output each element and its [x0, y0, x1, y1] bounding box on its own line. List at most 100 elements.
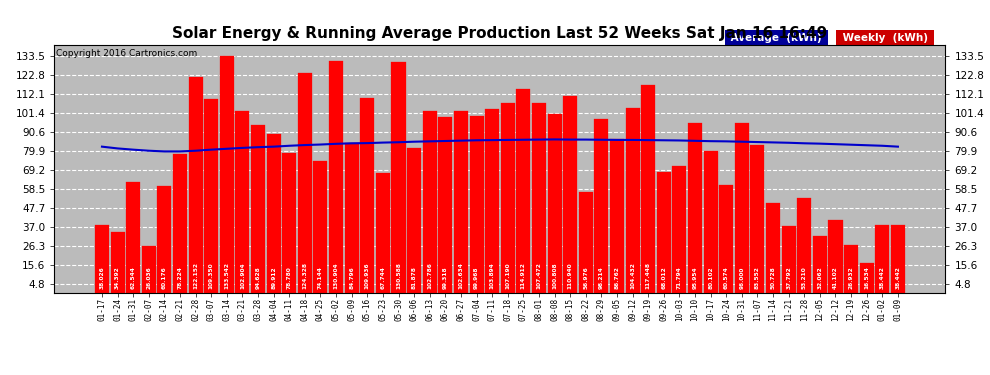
- Bar: [251, 125, 265, 292]
- Bar: [485, 109, 499, 292]
- Bar: [298, 73, 312, 292]
- Text: 110.940: 110.940: [567, 262, 572, 289]
- Text: 50.728: 50.728: [770, 266, 775, 289]
- Bar: [157, 186, 171, 292]
- Bar: [859, 263, 874, 292]
- Bar: [329, 61, 344, 292]
- Text: 94.628: 94.628: [255, 266, 260, 289]
- Text: 71.794: 71.794: [677, 266, 682, 289]
- Text: 117.448: 117.448: [645, 262, 650, 289]
- Bar: [423, 111, 437, 292]
- Bar: [656, 172, 671, 292]
- Text: 103.894: 103.894: [490, 262, 495, 289]
- Text: 133.542: 133.542: [225, 262, 230, 289]
- Text: 102.904: 102.904: [240, 262, 245, 289]
- Bar: [579, 192, 593, 292]
- Bar: [782, 226, 796, 292]
- Bar: [610, 139, 624, 292]
- Text: 37.792: 37.792: [786, 266, 791, 289]
- Text: 16.534: 16.534: [864, 266, 869, 289]
- Bar: [266, 134, 281, 292]
- Bar: [126, 182, 141, 292]
- Text: 67.744: 67.744: [380, 266, 385, 289]
- Bar: [220, 56, 234, 292]
- Bar: [829, 220, 842, 292]
- Text: 96.000: 96.000: [740, 267, 744, 289]
- Text: 107.190: 107.190: [505, 262, 510, 289]
- Text: 114.912: 114.912: [521, 262, 526, 289]
- Bar: [111, 232, 125, 292]
- Bar: [891, 225, 905, 292]
- Text: 34.392: 34.392: [115, 266, 120, 289]
- Text: 60.176: 60.176: [162, 266, 167, 289]
- Bar: [766, 203, 780, 292]
- Bar: [95, 225, 109, 292]
- Text: 38.442: 38.442: [895, 266, 901, 289]
- Bar: [547, 114, 561, 292]
- Text: 56.976: 56.976: [583, 266, 588, 289]
- Bar: [844, 245, 858, 292]
- Text: 109.350: 109.350: [209, 262, 214, 289]
- Text: 104.432: 104.432: [630, 262, 636, 289]
- Bar: [594, 119, 609, 292]
- Text: 78.224: 78.224: [177, 266, 182, 289]
- Bar: [532, 102, 546, 292]
- Text: Weekly  (kWh): Weekly (kWh): [839, 33, 932, 42]
- Bar: [642, 85, 655, 292]
- Text: 130.588: 130.588: [396, 262, 401, 289]
- Bar: [813, 236, 827, 292]
- Bar: [173, 154, 187, 292]
- Text: 38.026: 38.026: [99, 266, 105, 289]
- Text: Average  (kWh): Average (kWh): [727, 33, 826, 42]
- Bar: [735, 123, 748, 292]
- Text: 86.762: 86.762: [615, 266, 620, 289]
- Text: 78.780: 78.780: [287, 266, 292, 289]
- Bar: [314, 161, 328, 292]
- Text: 89.912: 89.912: [271, 266, 276, 289]
- Text: 81.878: 81.878: [412, 266, 417, 289]
- Bar: [797, 198, 812, 292]
- Bar: [188, 76, 203, 292]
- Text: 102.634: 102.634: [458, 262, 463, 289]
- Bar: [563, 96, 577, 292]
- Text: 84.796: 84.796: [349, 266, 354, 289]
- Bar: [672, 166, 686, 292]
- Text: 98.214: 98.214: [599, 266, 604, 289]
- Text: 53.210: 53.210: [802, 266, 807, 289]
- Text: 26.932: 26.932: [848, 266, 853, 289]
- Text: 124.328: 124.328: [302, 262, 307, 289]
- Bar: [439, 117, 452, 292]
- Text: 38.442: 38.442: [880, 266, 885, 289]
- Bar: [360, 98, 374, 292]
- Text: 102.786: 102.786: [428, 262, 433, 289]
- Text: Copyright 2016 Cartronics.com: Copyright 2016 Cartronics.com: [56, 49, 197, 58]
- Text: 99.318: 99.318: [443, 266, 447, 289]
- Text: 68.012: 68.012: [661, 266, 666, 289]
- Bar: [501, 103, 515, 292]
- Text: 62.544: 62.544: [131, 266, 136, 289]
- Title: Solar Energy & Running Average Production Last 52 Weeks Sat Jan 16 16:49: Solar Energy & Running Average Productio…: [172, 26, 828, 41]
- Bar: [142, 246, 155, 292]
- Bar: [204, 99, 218, 292]
- Text: 130.904: 130.904: [334, 262, 339, 289]
- Bar: [376, 173, 390, 292]
- Bar: [875, 225, 889, 292]
- Bar: [688, 123, 702, 292]
- Bar: [750, 145, 764, 292]
- Text: 109.936: 109.936: [364, 262, 370, 289]
- Text: 122.152: 122.152: [193, 262, 198, 289]
- Text: 26.036: 26.036: [147, 266, 151, 289]
- Bar: [407, 148, 421, 292]
- Text: 60.574: 60.574: [724, 266, 729, 289]
- Bar: [626, 108, 640, 292]
- Bar: [704, 151, 718, 292]
- Text: 32.062: 32.062: [818, 266, 823, 289]
- Text: 100.808: 100.808: [552, 262, 557, 289]
- Bar: [517, 89, 531, 292]
- Bar: [719, 185, 734, 292]
- Bar: [236, 111, 249, 292]
- Text: 95.954: 95.954: [693, 266, 698, 289]
- Bar: [282, 153, 296, 292]
- Text: 74.144: 74.144: [318, 266, 323, 289]
- Text: 41.102: 41.102: [833, 266, 838, 289]
